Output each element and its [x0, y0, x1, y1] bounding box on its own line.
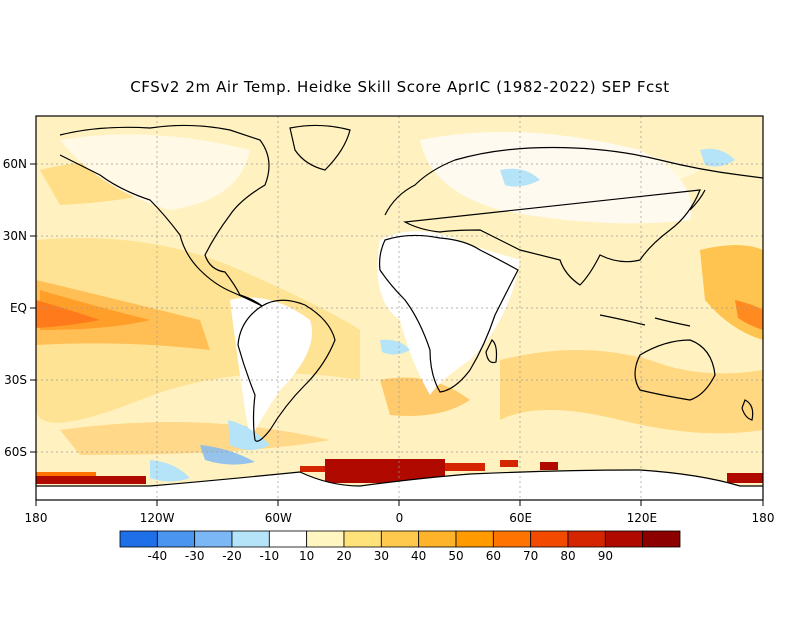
skill-field — [36, 116, 763, 500]
lat-label-eq: EQ — [10, 301, 27, 315]
colorbar-swatch-3 — [231, 530, 270, 548]
colorbar — [119, 530, 681, 548]
lon-label-3: 0 — [396, 511, 404, 525]
colorbar-swatch-6 — [343, 530, 382, 548]
colorbar-label-2: -20 — [222, 549, 242, 563]
lat-label-30s: 30S — [4, 373, 27, 387]
colorbar-label-9: 60 — [486, 549, 501, 563]
colorbar-label-1: -30 — [185, 549, 205, 563]
colorbar-swatch-13 — [604, 530, 644, 548]
latitude-labels: 60N 30N EQ 30S 60S — [3, 157, 27, 459]
colorbar-labels: -40 -30 -20 -10 10 20 30 40 50 60 70 80 90 — [148, 549, 613, 563]
colorbar-label-11: 80 — [560, 549, 575, 563]
lon-label-6: 180 — [752, 511, 775, 525]
colorbar-label-6: 30 — [374, 549, 389, 563]
lat-label-30n: 30N — [3, 229, 27, 243]
tick-marks — [30, 163, 764, 506]
colorbar-label-4: 10 — [299, 549, 314, 563]
colorbar-swatch-12 — [567, 530, 606, 548]
colorbar-label-10: 70 — [523, 549, 538, 563]
lon-label-5: 120E — [627, 511, 658, 525]
lat-label-60s: 60S — [4, 445, 27, 459]
colorbar-label-7: 40 — [411, 549, 426, 563]
colorbar-swatch-7 — [380, 530, 420, 548]
colorbar-label-3: -10 — [260, 549, 280, 563]
coastlines — [36, 124, 763, 487]
colorbar-swatch-8 — [418, 530, 457, 548]
colorbar-swatch-2 — [194, 530, 233, 548]
colorbar-swatch-0 — [119, 530, 158, 548]
lon-label-0: 180 — [25, 511, 48, 525]
colorbar-swatch-1 — [156, 530, 196, 548]
colorbar-label-8: 50 — [448, 549, 463, 563]
lon-label-1: 120W — [140, 511, 175, 525]
colorbar-label-5: 20 — [336, 549, 351, 563]
colorbar-label-12: 90 — [598, 549, 613, 563]
colorbar-swatch-4 — [268, 530, 308, 548]
gridlines — [36, 116, 763, 500]
lon-label-2: 60W — [265, 511, 292, 525]
colorbar-swatch-14 — [642, 530, 681, 548]
colorbar-swatch-9 — [455, 530, 494, 548]
colorbar-swatch-11 — [530, 530, 569, 548]
colorbar-label-0: -40 — [148, 549, 168, 563]
colorbar-swatch-10 — [492, 530, 532, 548]
colorbar-swatch-5 — [306, 530, 345, 548]
lat-label-60n: 60N — [3, 157, 27, 171]
map-title: CFSv2 2m Air Temp. Heidke Skill Score Ap… — [130, 78, 670, 96]
lon-label-4: 60E — [509, 511, 532, 525]
longitude-labels: 180 120W 60W 0 60E 120E 180 — [25, 511, 775, 525]
